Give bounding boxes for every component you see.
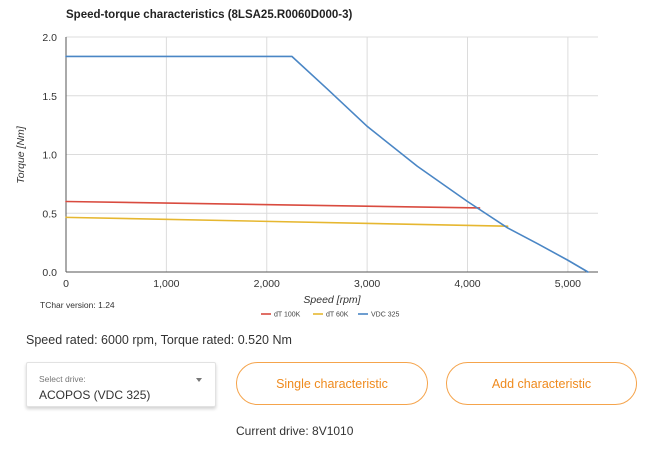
- series-line-1: [65, 200, 481, 209]
- x-tick-label: 3,000: [354, 278, 380, 290]
- current-drive-text: Current drive: 8V1010: [236, 424, 354, 438]
- drive-select-label: Select drive:: [39, 374, 86, 384]
- speed-torque-chart: Speed-torque characteristics (8LSA25.R00…: [15, 9, 598, 319]
- y-tick-label: 2.0: [42, 32, 57, 44]
- y-axis-label: Torque [Nm]: [15, 125, 27, 183]
- chart-legend: dT 100K dT 60K VDC 325: [261, 312, 400, 319]
- x-tick-label: 1,000: [153, 278, 179, 290]
- tchar-version-label: TChar version: 1.24: [40, 300, 115, 310]
- legend-label: dT 60K: [326, 312, 349, 319]
- x-axis-label: Speed [rpm]: [303, 294, 361, 306]
- x-tick-label: 5,000: [555, 278, 581, 290]
- y-tick-label: 0.0: [42, 267, 57, 279]
- chart-series-layer: [65, 55, 589, 273]
- chart-title: Speed-torque characteristics (8LSA25.R00…: [66, 9, 353, 21]
- drive-select-value: ACOPOS (VDC 325): [39, 388, 151, 402]
- single-characteristic-button[interactable]: Single characteristic: [236, 362, 428, 405]
- y-tick-label: 1.5: [42, 91, 57, 103]
- legend-label: dT 100K: [274, 312, 301, 319]
- x-tick-label: 4,000: [454, 278, 480, 290]
- series-line-3: [65, 55, 589, 273]
- rated-values-text: Speed rated: 6000 rpm, Torque rated: 0.5…: [26, 333, 292, 347]
- y-tick-label: 0.5: [42, 208, 57, 220]
- add-characteristic-button[interactable]: Add characteristic: [446, 362, 637, 405]
- series-line-2: [65, 216, 509, 227]
- x-tick-label: 2,000: [254, 278, 280, 290]
- chart-grid: [65, 36, 598, 273]
- chart-axes: 0.0 0.5 1.0 1.5 2.0 0 1,000 2,000 3,000 4,000 5,00…: [42, 32, 598, 290]
- caret-down-icon: [196, 378, 202, 382]
- legend-label: VDC 325: [371, 312, 400, 319]
- x-tick-label: 0: [63, 278, 69, 290]
- y-tick-label: 1.0: [42, 150, 57, 162]
- drive-select[interactable]: Select drive: ACOPOS (VDC 325): [26, 362, 216, 407]
